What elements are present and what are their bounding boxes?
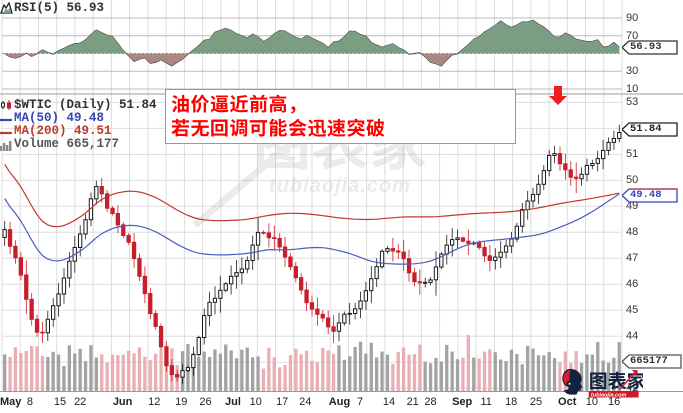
svg-text:tubiaojia.com: tubiaojia.com xyxy=(269,175,411,197)
